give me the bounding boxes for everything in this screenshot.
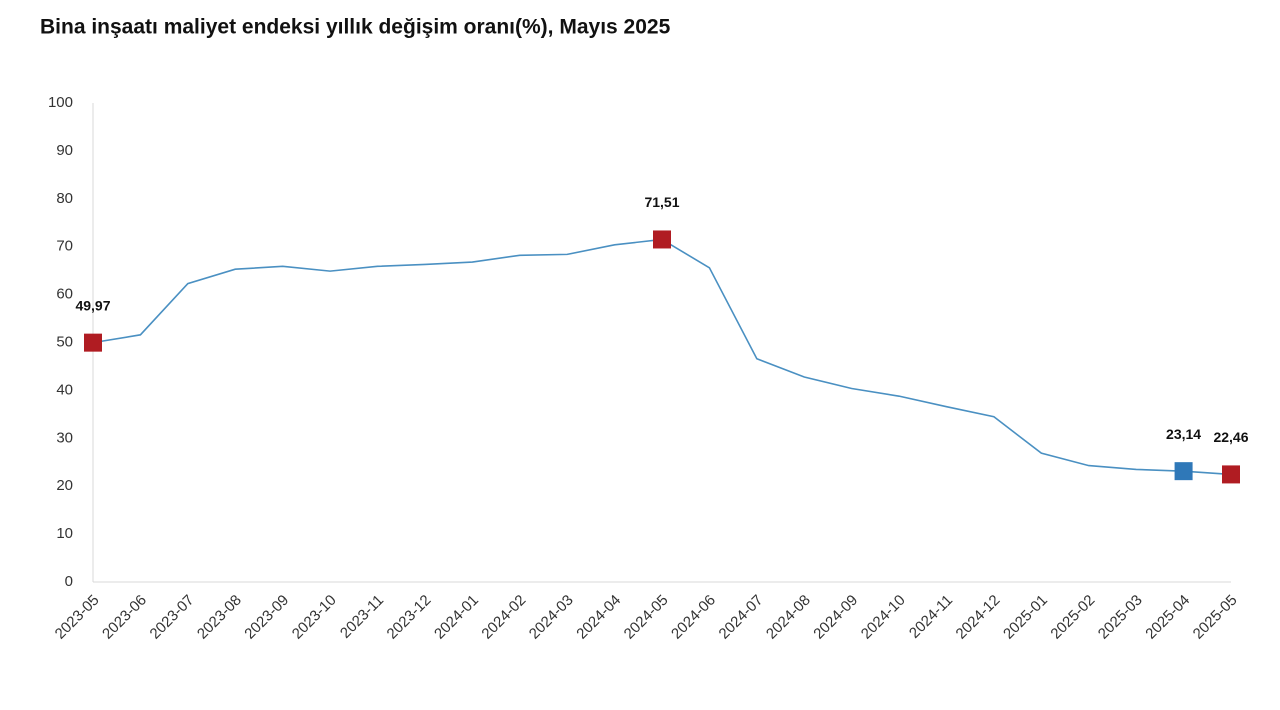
y-tick-label: 20 [56,477,73,494]
marker [1174,462,1193,481]
y-tick-label: 40 [56,381,73,398]
x-tick-label: 2024-05 [621,592,672,643]
x-tick-label: 2024-12 [953,592,1004,643]
x-tick-label: 2023-05 [52,592,103,643]
y-tick-label: 0 [65,573,73,590]
x-tick-label: 2025-01 [1000,592,1051,643]
y-tick-label: 60 [56,286,73,303]
y-tick-label: 10 [56,525,73,542]
x-tick-label: 2023-06 [99,592,150,643]
x-tick-label: 2024-01 [431,592,482,643]
x-tick-label: 2024-04 [573,592,624,643]
x-tick-label: 2023-12 [384,592,435,643]
x-tick-label: 2023-11 [337,592,387,642]
x-tick-label: 2025-03 [1095,592,1146,643]
x-tick-label: 2023-10 [289,592,340,643]
x-tick-label: 2025-02 [1047,592,1098,643]
x-tick-label: 2024-07 [716,592,767,643]
x-tick-label: 2023-08 [194,592,245,643]
data-label: 23,14 [1166,426,1201,442]
y-tick-label: 90 [56,142,73,159]
x-tick-label: 2024-06 [668,592,719,643]
chart-title: Bina inşaatı maliyet endeksi yıllık deği… [40,16,671,39]
x-tick-label: 2024-10 [858,592,909,643]
y-tick-label: 50 [56,333,73,350]
x-tick-label: 2024-02 [478,592,529,643]
x-tick-label: 2024-11 [906,592,956,642]
marker [653,230,671,249]
x-tick-label: 2023-07 [147,592,198,643]
x-tick-label: 2024-03 [526,592,577,643]
marker [1222,465,1240,484]
x-tick-label: 2025-05 [1190,592,1241,643]
data-label: 71,51 [644,194,679,210]
x-tick-label: 2024-08 [763,592,814,643]
data-label: 22,46 [1213,429,1248,445]
x-tick-label: 2025-04 [1142,592,1193,643]
y-tick-label: 80 [56,190,73,207]
x-tick-label: 2024-09 [810,592,861,643]
x-tick-label: 2023-09 [241,592,292,643]
marker [84,333,102,352]
line [92,238,1232,476]
y-tick-label: 100 [48,94,73,111]
y-tick-label: 30 [56,429,73,446]
y-tick-label: 70 [56,238,73,255]
data-label: 49,97 [75,297,110,313]
